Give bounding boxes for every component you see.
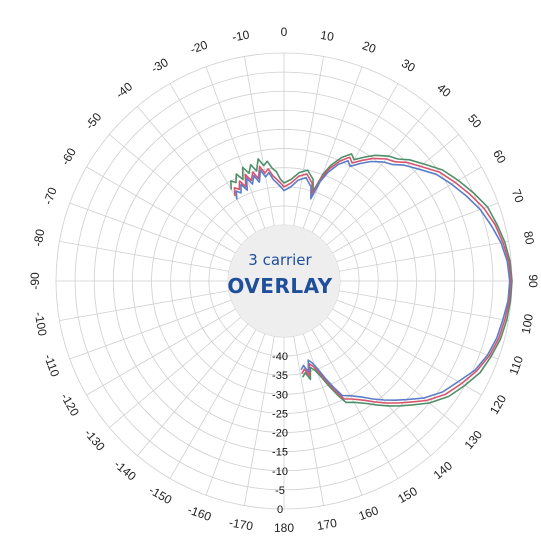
- angle-tick-label: -120: [58, 391, 82, 419]
- radial-tick-label: -25: [272, 408, 288, 420]
- grid-spoke: [336, 299, 499, 360]
- grid-spoke: [69, 299, 232, 360]
- angle-tick-label: -100: [32, 311, 50, 337]
- grid-spoke: [205, 66, 266, 229]
- angle-tick-label: 140: [431, 458, 456, 482]
- angle-tick-label: -10: [231, 27, 251, 44]
- radial-tick-labels: -40 -35 -30 -25 -20 -15 -10 -5 0: [272, 351, 288, 516]
- angle-tick-label: 100: [519, 313, 536, 335]
- grid-spoke: [293, 56, 324, 226]
- grid-spoke: [244, 56, 275, 226]
- grid-spoke: [59, 290, 229, 321]
- grid-spoke: [319, 106, 431, 239]
- series-line-2: [235, 159, 511, 401]
- angle-tick-label: -50: [82, 110, 104, 133]
- angle-tick-label: 110: [506, 354, 526, 377]
- angle-tick-label: 70: [509, 187, 527, 205]
- grid-spoke: [336, 202, 499, 263]
- chart-subtitle: OVERLAY: [227, 274, 332, 298]
- grid-spoke: [137, 323, 249, 456]
- series-line-1: [233, 156, 512, 404]
- grid-spoke: [169, 83, 257, 233]
- grid-spoke: [332, 308, 482, 396]
- radial-tick-label: -20: [272, 428, 288, 440]
- angle-tick-label: -150: [147, 483, 175, 507]
- angle-tick-label: -110: [41, 352, 62, 379]
- grid-spoke: [302, 333, 363, 496]
- angle-tick-label: 0: [281, 25, 288, 39]
- angle-tick-label: 30: [399, 56, 418, 75]
- radial-tick-label: 0: [277, 504, 283, 516]
- grid-spoke: [69, 202, 232, 263]
- grid-spoke: [319, 323, 431, 456]
- angle-tick-label: -90: [28, 272, 42, 290]
- angle-tick-label: 180: [274, 521, 294, 535]
- grid-spoke: [137, 106, 249, 239]
- angle-tick-label: -20: [188, 38, 209, 57]
- angle-tick-label: -130: [82, 426, 108, 454]
- angle-tick-label: 120: [487, 392, 509, 417]
- center-disc: [228, 225, 340, 337]
- grid-spoke: [86, 166, 236, 254]
- grid-spoke: [311, 83, 399, 233]
- radial-tick-label: -5: [275, 485, 285, 497]
- grid-spoke: [311, 329, 399, 479]
- grid-spoke: [205, 333, 266, 496]
- grid-spoke: [169, 329, 257, 479]
- angle-tick-label: -80: [31, 228, 48, 248]
- grid-spoke: [86, 308, 236, 396]
- radial-tick-label: -30: [272, 389, 288, 401]
- grid-spoke: [339, 241, 509, 272]
- angle-tick-label: -30: [149, 55, 171, 76]
- angle-tick-label: -70: [41, 185, 60, 206]
- angle-tick-label: 90: [526, 274, 540, 288]
- grid-spoke: [326, 316, 459, 428]
- radial-tick-label: -10: [272, 466, 288, 478]
- angle-tick-label: -170: [228, 515, 254, 533]
- grid-spoke: [332, 166, 482, 254]
- angle-tick-label: 20: [360, 38, 378, 56]
- angle-tick-label: -140: [111, 457, 139, 483]
- grid-spoke: [59, 241, 229, 272]
- series-layer: [230, 153, 513, 407]
- grid-spoke: [326, 134, 459, 246]
- radial-tick-label: -15: [272, 447, 288, 459]
- angle-tick-label: -60: [58, 145, 79, 167]
- grid-spoke: [109, 134, 242, 246]
- angle-tick-label: 80: [521, 230, 537, 246]
- angle-tick-label: 170: [316, 516, 338, 533]
- chart-title: 3 carrier: [248, 251, 312, 269]
- angle-tick-label: -160: [186, 503, 214, 524]
- angle-tick-label: 10: [319, 28, 335, 44]
- grid-spoke: [339, 290, 509, 321]
- angle-tick-label: 130: [462, 427, 486, 452]
- grid-spoke: [293, 336, 324, 506]
- radial-tick-label: -40: [272, 351, 288, 363]
- grid-spoke: [302, 66, 363, 229]
- angle-tick-label: 150: [395, 484, 420, 506]
- angle-tick-label: 50: [465, 111, 485, 130]
- angle-tick-label: 60: [490, 147, 509, 166]
- angle-tick-label: 160: [357, 503, 381, 523]
- angle-tick-label: 40: [434, 81, 453, 101]
- radial-tick-label: -35: [272, 370, 288, 382]
- grid-spoke: [244, 336, 275, 506]
- grid-spoke: [109, 316, 242, 428]
- angle-tick-label: -40: [113, 79, 136, 101]
- series-line-0: [230, 153, 513, 407]
